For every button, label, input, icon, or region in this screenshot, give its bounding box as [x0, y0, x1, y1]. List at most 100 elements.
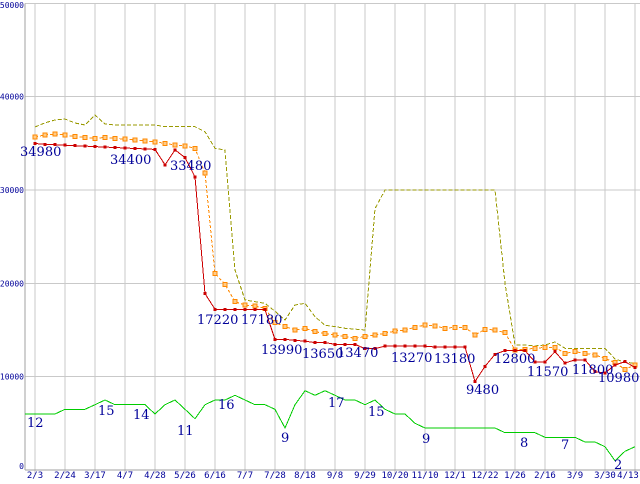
point-label: 12 — [27, 416, 44, 431]
series-orange-dashed-marker — [322, 330, 328, 336]
series-red-solid-marker — [103, 145, 107, 149]
series-red-solid-marker — [223, 307, 227, 311]
series-red-solid-marker — [213, 307, 217, 311]
x-tick-label: 7/28 — [264, 471, 286, 480]
series-orange-dashed-marker — [362, 334, 368, 340]
series-orange-dashed-marker — [492, 327, 498, 333]
series-orange-dashed-marker — [342, 334, 348, 340]
point-label: 11 — [177, 424, 194, 439]
series-orange-dashed-marker — [562, 350, 568, 356]
x-tick-label: 11/10 — [411, 471, 438, 480]
y-tick-label: 40000 — [0, 93, 24, 102]
series-orange-dashed-marker — [372, 332, 378, 338]
series-red-solid-marker — [243, 307, 247, 311]
series-red-solid-marker — [403, 344, 407, 348]
series-orange-dashed-marker — [392, 328, 398, 334]
series-orange-dashed-marker — [572, 349, 578, 355]
series-red-solid-marker — [433, 345, 437, 349]
series-red-solid-marker — [193, 175, 197, 179]
series-red-solid-marker — [93, 145, 97, 149]
series-red-solid-marker — [533, 360, 537, 364]
series-orange-dashed-marker — [32, 134, 38, 140]
series-orange-dashed-marker — [302, 325, 308, 331]
series-red-solid-marker — [513, 349, 517, 353]
x-tick-label: 3/17 — [84, 471, 106, 480]
series-orange-dashed-marker — [132, 137, 138, 143]
series-orange-dashed-marker — [552, 344, 558, 350]
series-red-solid-marker — [353, 342, 357, 346]
series-orange-dashed-marker — [542, 344, 548, 350]
series-orange-dashed-marker — [462, 324, 468, 330]
point-label: 8 — [520, 436, 528, 451]
series-red-solid-marker — [413, 344, 417, 348]
series-red-solid-marker — [63, 143, 67, 147]
series-red-solid-marker — [293, 338, 297, 342]
series-orange-dashed-marker — [442, 325, 448, 331]
series-red-solid-marker — [53, 143, 57, 147]
series-orange-dashed-marker — [592, 352, 598, 358]
y-tick-label: 30000 — [0, 186, 24, 195]
point-label: 34980 — [20, 145, 61, 160]
y-tick-label: 10000 — [0, 373, 24, 382]
point-label: 15 — [98, 404, 115, 419]
series-red-solid-marker — [543, 360, 547, 364]
series-red-solid-marker — [43, 142, 47, 146]
series-orange-dashed-marker — [622, 366, 628, 372]
series-orange-dashed-marker — [202, 170, 208, 176]
series-orange-dashed-marker — [482, 326, 488, 332]
x-tick-label: 7/7 — [237, 471, 253, 480]
point-label: 17220 — [197, 313, 238, 328]
y-tick-label: 50000 — [0, 1, 24, 10]
x-tick-label: 4/13 — [617, 471, 639, 480]
series-orange-dashed-marker — [62, 132, 68, 138]
series-orange-dashed-marker — [312, 329, 318, 335]
series-orange-dashed-marker — [402, 327, 408, 333]
x-tick-label: 1/26 — [504, 471, 526, 480]
x-tick-label: 2/16 — [534, 471, 556, 480]
point-label: 11570 — [527, 365, 568, 380]
point-label: 14 — [133, 408, 150, 423]
series-orange-dashed-marker — [352, 335, 358, 341]
point-label: 12800 — [494, 352, 535, 367]
point-label: 7 — [561, 438, 569, 453]
series-green-solid-line — [25, 390, 636, 462]
series-orange-dashed-marker — [72, 134, 78, 140]
point-label: 9480 — [466, 383, 499, 398]
series-orange-dashed-marker — [182, 143, 188, 149]
series-red-solid-marker — [633, 366, 637, 370]
series-red-solid-marker — [573, 358, 577, 362]
x-tick-label: 3/9 — [567, 471, 583, 480]
series-orange-dashed-marker — [602, 355, 608, 361]
series-red-solid-marker — [603, 371, 607, 375]
series-orange-dashed-marker — [102, 134, 108, 140]
series-red-solid-marker — [523, 349, 527, 353]
series-red-solid-marker — [313, 341, 317, 345]
series-orange-dashed-marker — [82, 134, 88, 140]
series-red-solid-marker — [303, 339, 307, 343]
series-red-solid-marker — [613, 363, 617, 367]
point-label: 16 — [218, 398, 235, 413]
series-red-solid-marker — [73, 144, 77, 148]
series-orange-dashed-marker — [472, 332, 478, 338]
series-red-solid-marker — [333, 342, 337, 346]
series-orange-dashed-marker — [532, 345, 538, 351]
series-red-solid-marker — [263, 308, 267, 312]
series-orange-dashed-marker — [332, 332, 338, 338]
series-red-solid-marker — [143, 147, 147, 151]
point-label: 9 — [281, 431, 289, 446]
point-label: 10980 — [598, 371, 639, 386]
point-label: 17180 — [241, 313, 282, 328]
series-orange-dashed-marker — [382, 330, 388, 336]
point-label: 17 — [328, 396, 345, 411]
series-orange-dashed-marker — [192, 145, 198, 151]
series-red-solid-marker — [123, 146, 127, 150]
series-red-solid-marker — [383, 344, 387, 348]
series-red-solid-marker — [323, 341, 327, 345]
point-label: 13990 — [261, 343, 302, 358]
series-orange-dashed-marker — [282, 324, 288, 330]
x-tick-label: 4/7 — [117, 471, 133, 480]
point-label: 15 — [368, 405, 385, 420]
series-red-solid-marker — [113, 146, 117, 150]
series-orange-dashed-marker — [232, 299, 238, 305]
